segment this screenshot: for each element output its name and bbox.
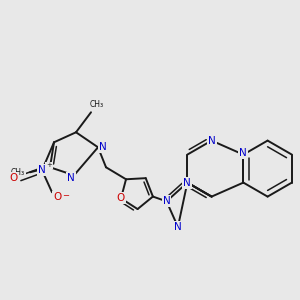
Text: CH₃: CH₃	[90, 100, 104, 109]
Text: O: O	[117, 194, 125, 203]
Text: −: −	[62, 191, 70, 200]
Text: N: N	[38, 165, 46, 175]
Text: N: N	[99, 142, 107, 152]
Text: N: N	[163, 196, 170, 206]
Text: CH₃: CH₃	[11, 168, 25, 177]
Text: N: N	[208, 136, 215, 146]
Text: +: +	[46, 162, 52, 168]
Text: N: N	[174, 222, 182, 232]
Text: O: O	[9, 173, 17, 183]
Text: N: N	[239, 148, 247, 158]
Text: N: N	[67, 173, 75, 183]
Text: N: N	[184, 178, 191, 188]
Text: O: O	[53, 192, 61, 202]
